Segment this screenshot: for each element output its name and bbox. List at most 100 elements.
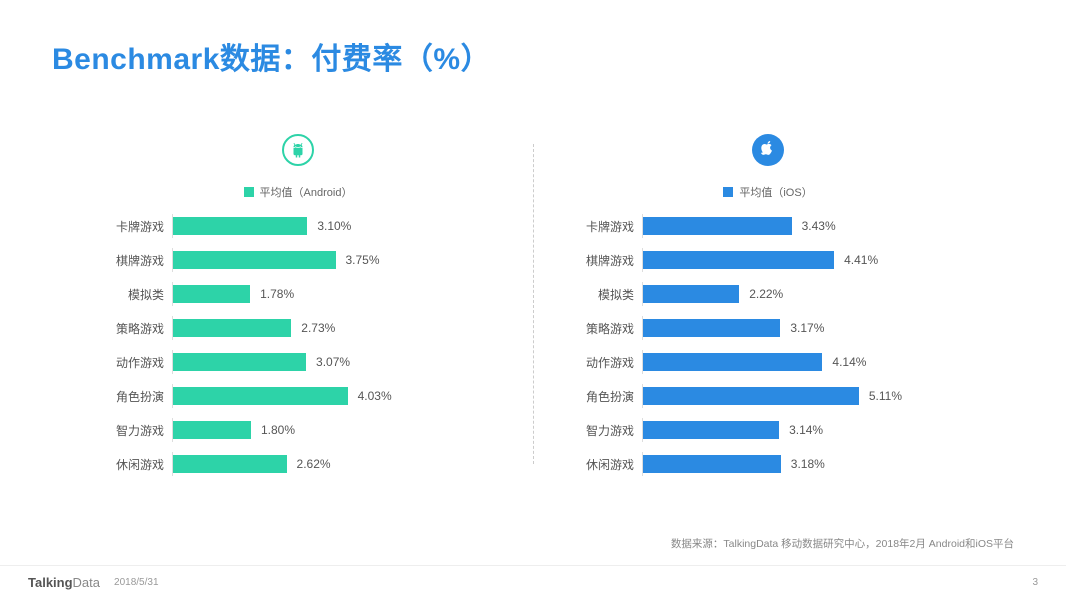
bar-value: 4.14%: [832, 355, 866, 369]
bar-fill: [173, 353, 306, 371]
ios-chart: 平均值（iOS） 卡牌游戏 3.43% 棋牌游戏 4.41% 模拟类 2.22% 策略游戏 3…: [578, 134, 958, 486]
brand-part2: Data: [73, 575, 100, 590]
bar-fill: [643, 421, 779, 439]
page-number: 3: [1032, 565, 1038, 599]
bar-row: 策略游戏 2.73%: [108, 316, 488, 340]
android-bars: 卡牌游戏 3.10% 棋牌游戏 3.75% 模拟类 1.78% 策略游戏 2.73% 动作游戏 3…: [108, 214, 488, 476]
bar-track: 3.07%: [172, 350, 432, 374]
bar-track: 2.22%: [642, 282, 902, 306]
bar-row: 智力游戏 1.80%: [108, 418, 488, 442]
bar-category: 休闲游戏: [578, 456, 642, 473]
bar-value: 5.11%: [869, 389, 902, 403]
bar-fill: [173, 285, 250, 303]
bar-category: 策略游戏: [108, 320, 172, 337]
bar-fill: [643, 455, 781, 473]
ios-icon-wrap: [578, 134, 958, 166]
android-legend-swatch: [244, 187, 254, 197]
bar-category: 棋牌游戏: [578, 252, 642, 269]
charts-area: 平均值（Android） 卡牌游戏 3.10% 棋牌游戏 3.75% 模拟类 1.78% 策…: [52, 134, 1014, 486]
bar-row: 棋牌游戏 3.75%: [108, 248, 488, 272]
ios-legend-label: 平均值（iOS）: [739, 184, 812, 200]
bar-fill: [643, 319, 780, 337]
bar-category: 模拟类: [578, 286, 642, 303]
bar-track: 2.62%: [172, 452, 432, 476]
bar-row: 角色扮演 5.11%: [578, 384, 958, 408]
bar-category: 模拟类: [108, 286, 172, 303]
ios-legend: 平均值（iOS）: [578, 184, 958, 200]
bar-value: 1.78%: [260, 287, 294, 301]
bar-row: 棋牌游戏 4.41%: [578, 248, 958, 272]
bar-value: 2.73%: [301, 321, 335, 335]
bar-value: 3.14%: [789, 423, 823, 437]
bar-category: 角色扮演: [578, 388, 642, 405]
bar-category: 动作游戏: [578, 354, 642, 371]
bar-row: 休闲游戏 3.18%: [578, 452, 958, 476]
brand-part1: Talking: [28, 575, 73, 590]
bar-track: 3.43%: [642, 214, 902, 238]
bar-value: 3.75%: [346, 253, 380, 267]
bar-category: 卡牌游戏: [108, 218, 172, 235]
bar-row: 角色扮演 4.03%: [108, 384, 488, 408]
android-legend-label: 平均值（Android）: [260, 184, 353, 200]
bar-value: 4.41%: [844, 253, 878, 267]
bar-track: 4.03%: [172, 384, 432, 408]
bar-category: 智力游戏: [108, 422, 172, 439]
bar-row: 策略游戏 3.17%: [578, 316, 958, 340]
bar-row: 模拟类 2.22%: [578, 282, 958, 306]
bar-value: 3.17%: [790, 321, 824, 335]
bar-value: 2.22%: [749, 287, 783, 301]
footer: TalkingData 2018/5/31: [0, 565, 1066, 599]
bar-category: 动作游戏: [108, 354, 172, 371]
bar-value: 1.80%: [261, 423, 295, 437]
bar-value: 3.07%: [316, 355, 350, 369]
android-chart: 平均值（Android） 卡牌游戏 3.10% 棋牌游戏 3.75% 模拟类 1.78% 策…: [108, 134, 488, 486]
bar-fill: [173, 387, 348, 405]
footer-date: 2018/5/31: [114, 577, 159, 588]
android-icon: [282, 134, 314, 166]
bar-track: 1.78%: [172, 282, 432, 306]
bar-row: 智力游戏3.14%: [578, 418, 958, 442]
bar-fill: [643, 353, 822, 371]
bar-value: 3.10%: [317, 219, 351, 233]
bar-track: 4.14%: [642, 350, 902, 374]
bar-value: 2.62%: [297, 457, 331, 471]
bar-row: 卡牌游戏 3.10%: [108, 214, 488, 238]
bar-fill: [173, 421, 251, 439]
slide-title: Benchmark数据：付费率（%）: [52, 34, 1014, 78]
bar-row: 动作游戏 3.07%: [108, 350, 488, 374]
chart-divider: [533, 144, 534, 464]
bar-row: 卡牌游戏 3.43%: [578, 214, 958, 238]
bar-fill: [643, 217, 792, 235]
bar-row: 动作游戏 4.14%: [578, 350, 958, 374]
bar-fill: [173, 455, 287, 473]
bar-category: 策略游戏: [578, 320, 642, 337]
bar-value: 4.03%: [358, 389, 392, 403]
bar-fill: [173, 251, 336, 269]
bar-track: 2.73%: [172, 316, 432, 340]
bar-row: 休闲游戏 2.62%: [108, 452, 488, 476]
bar-fill: [173, 319, 291, 337]
bar-track: 3.14%: [642, 418, 902, 442]
bar-category: 角色扮演: [108, 388, 172, 405]
bar-fill: [643, 285, 739, 303]
bar-category: 卡牌游戏: [578, 218, 642, 235]
apple-icon: [752, 134, 784, 166]
bar-track: 1.80%: [172, 418, 432, 442]
bar-track: 3.17%: [642, 316, 902, 340]
bar-track: 5.11%: [642, 384, 902, 408]
android-icon-wrap: [108, 134, 488, 166]
bar-track: 3.75%: [172, 248, 432, 272]
bar-fill: [173, 217, 307, 235]
ios-bars: 卡牌游戏 3.43% 棋牌游戏 4.41% 模拟类 2.22% 策略游戏 3.17% 动作游戏 4…: [578, 214, 958, 476]
ios-legend-swatch: [723, 187, 733, 197]
bar-track: 4.41%: [642, 248, 902, 272]
slide: Benchmark数据：付费率（%） 平均值（Android） 卡牌游戏 3.10…: [0, 0, 1066, 599]
bar-category: 棋牌游戏: [108, 252, 172, 269]
bar-track: 3.18%: [642, 452, 902, 476]
bar-value: 3.43%: [802, 219, 836, 233]
brand: TalkingData: [28, 575, 100, 590]
bar-row: 模拟类 1.78%: [108, 282, 488, 306]
bar-track: 3.10%: [172, 214, 432, 238]
bar-value: 3.18%: [791, 457, 825, 471]
bar-category: 休闲游戏: [108, 456, 172, 473]
